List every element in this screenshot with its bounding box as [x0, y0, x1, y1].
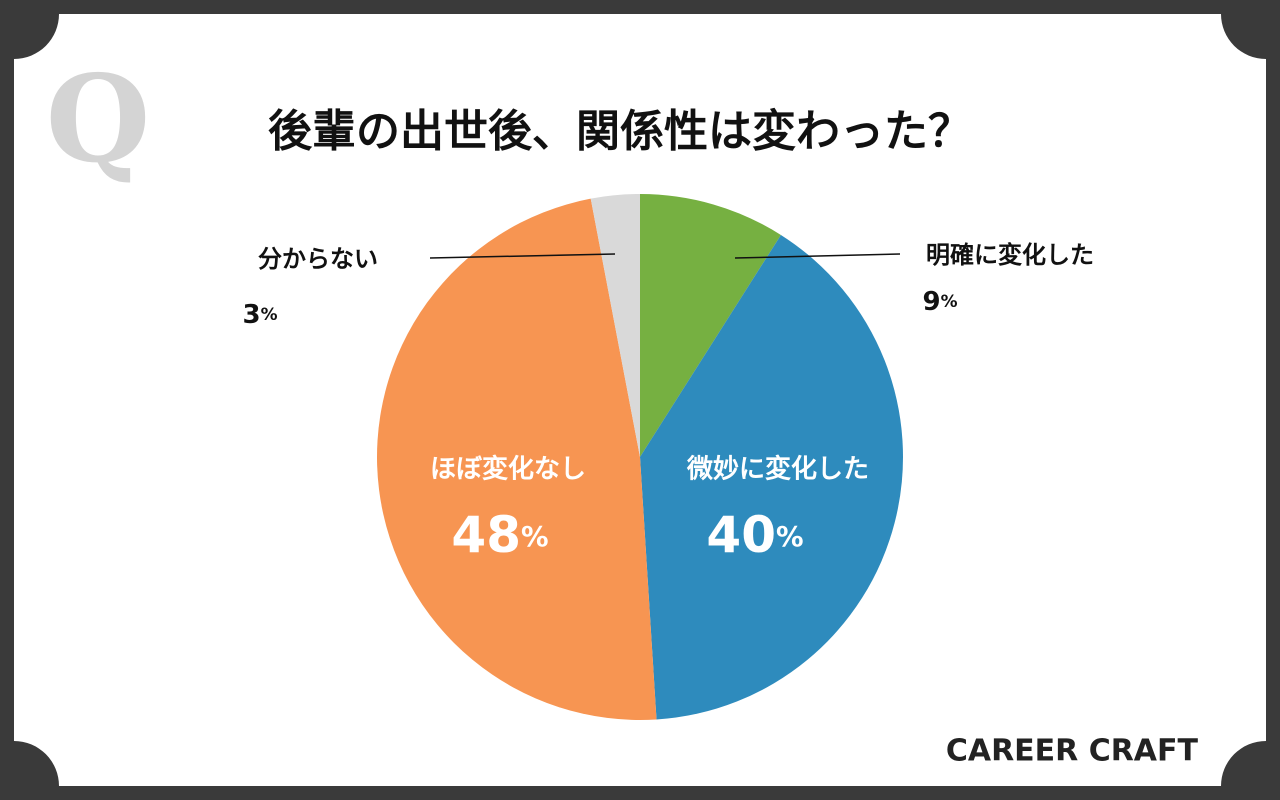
slice-label: 明確に変化した — [926, 241, 1094, 269]
labels: 明確に変化した 9% 微妙に変化した 40% ほぼ変化なし 48% 分からない 3% — [242, 241, 1094, 564]
pie-slice — [590, 194, 640, 457]
value-label: 3% — [242, 300, 277, 330]
value-label: 9% — [922, 287, 957, 317]
value-label: 40% — [706, 506, 803, 564]
brand: CAREER CRAFT — [946, 734, 1199, 769]
leader-line — [734, 253, 901, 259]
leader-line — [429, 253, 616, 259]
pie-slice — [640, 194, 781, 457]
watermark: Q — [46, 49, 151, 190]
pie — [377, 194, 903, 720]
pie-slice — [377, 198, 657, 720]
slice-label: ほぼ変化なし — [430, 454, 586, 485]
value-label: 48% — [451, 506, 548, 564]
pie-slice — [640, 234, 903, 720]
slice-label: 微妙に変化した — [686, 454, 869, 485]
chart-title: 後輩の出世後、関係性は変わった？ — [268, 106, 972, 157]
slice-label: 分からない — [258, 245, 378, 273]
